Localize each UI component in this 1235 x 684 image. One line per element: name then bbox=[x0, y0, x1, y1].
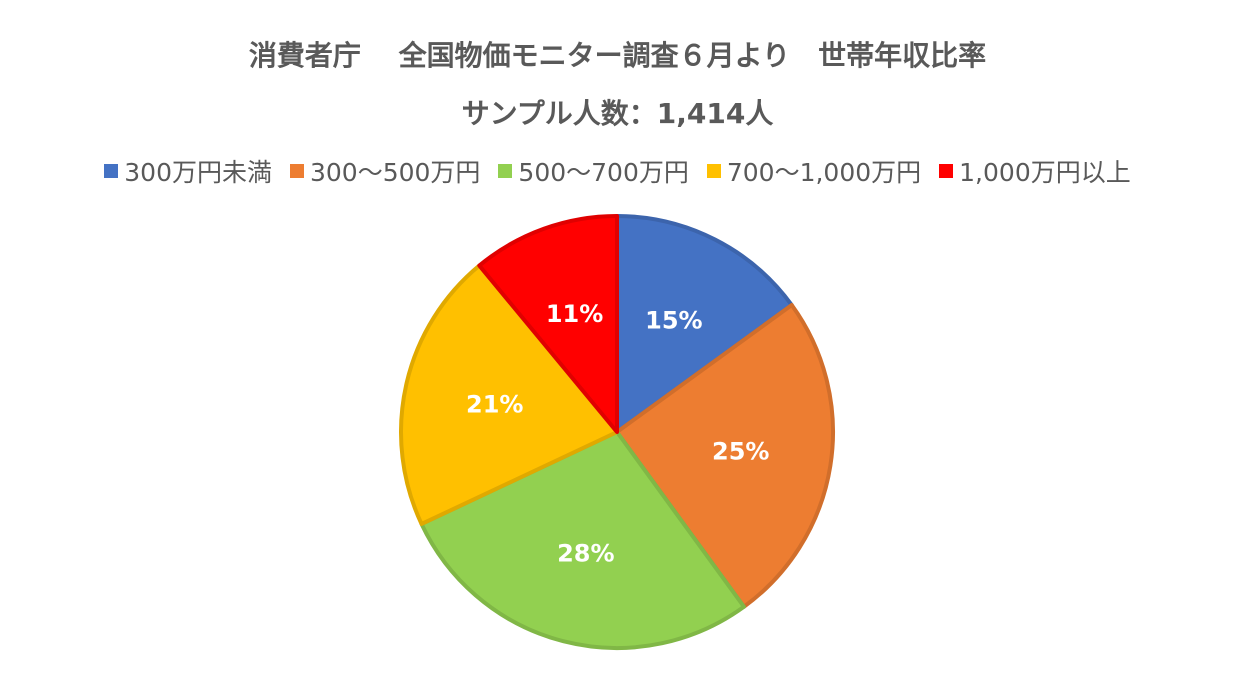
legend-swatch bbox=[939, 164, 954, 178]
chart-title: 消費者庁 全国物価モニター調査６月より 世帯年収比率 bbox=[248, 39, 987, 72]
pie-slice bbox=[399, 263, 619, 526]
legend-item: 300〜500万円 bbox=[289, 153, 481, 189]
legend-item: 700〜1,000万円 bbox=[706, 153, 922, 189]
slice-data-label: 28% bbox=[557, 539, 614, 567]
legend-label: 700〜1,000万円 bbox=[726, 158, 922, 187]
pie-slice bbox=[419, 430, 746, 650]
slice-data-label: 25% bbox=[712, 438, 769, 466]
legend-label: 500〜700万円 bbox=[518, 158, 689, 187]
chart-subtitle: サンプル人数：1,414人 bbox=[461, 97, 774, 130]
legend-swatch bbox=[104, 164, 119, 178]
legend-swatch bbox=[289, 164, 304, 178]
slice-data-label: 21% bbox=[466, 391, 523, 419]
pie-slice bbox=[615, 214, 794, 434]
legend-label: 300〜500万円 bbox=[309, 158, 481, 187]
legend-item: 500〜700万円 bbox=[498, 153, 689, 189]
slice-data-label: 15% bbox=[645, 306, 702, 334]
legend-label: 300万円未満 bbox=[124, 158, 272, 187]
legend-label: 1,000万円以上 bbox=[959, 158, 1131, 187]
legend: 300万円未満 300〜500万円 500〜700万円 700〜1,000万円 1,00… bbox=[0, 153, 1235, 189]
pie-slice bbox=[615, 303, 835, 609]
legend-swatch bbox=[498, 164, 513, 178]
legend-swatch bbox=[706, 164, 721, 178]
legend-item: 1,000万円以上 bbox=[939, 153, 1131, 189]
slice-data-label: 11% bbox=[546, 300, 603, 328]
pie-slice bbox=[477, 214, 619, 434]
legend-item: 300万円未満 bbox=[104, 153, 272, 189]
